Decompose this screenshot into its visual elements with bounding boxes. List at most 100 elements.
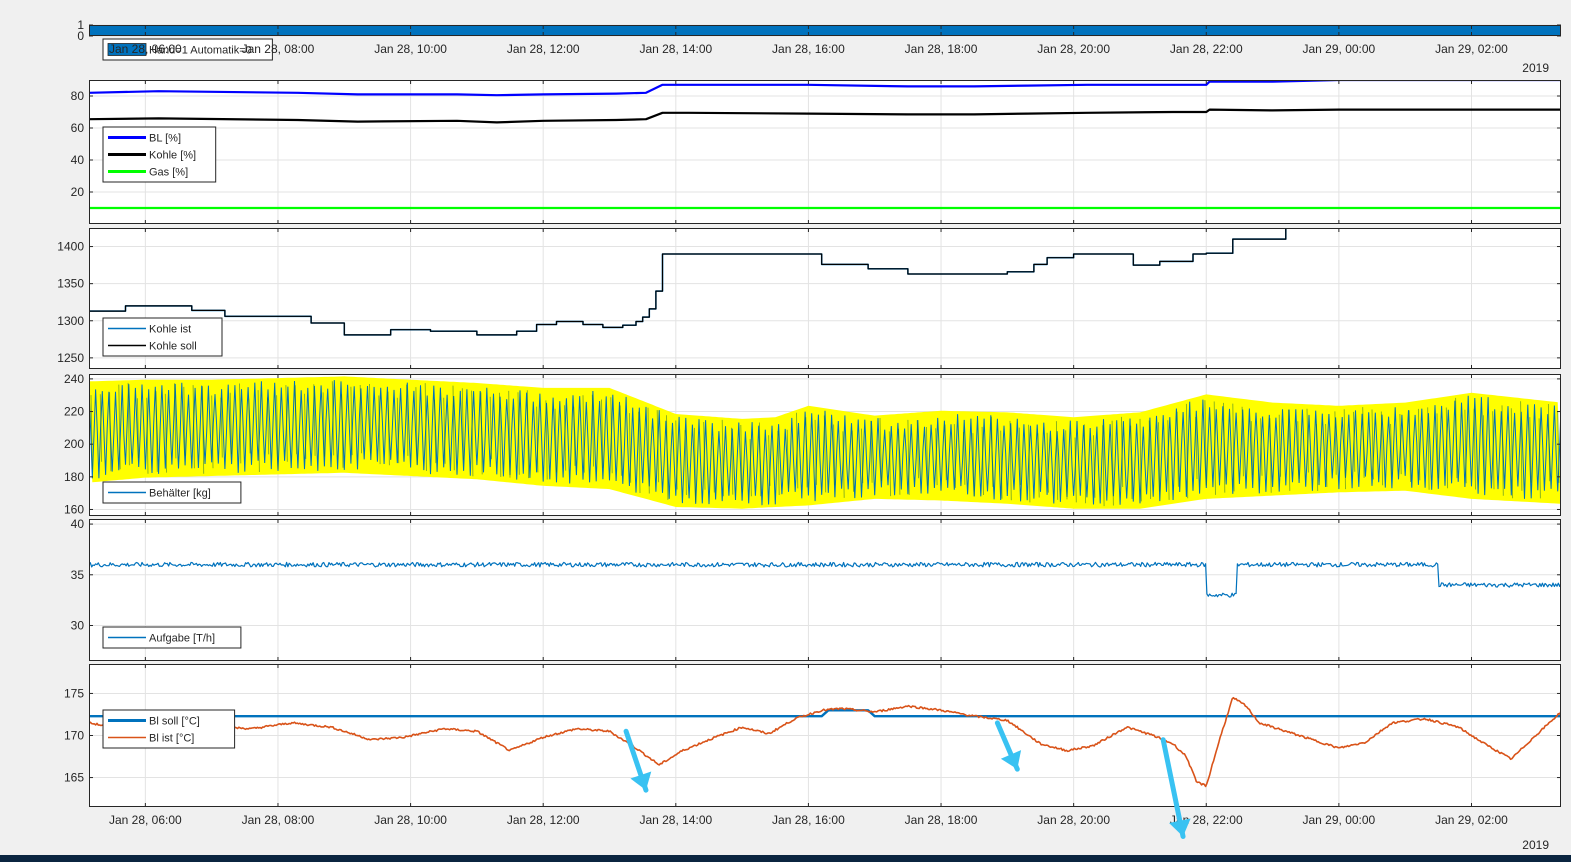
top-xtick-label-8: Jan 28, 22:00 [1170,42,1243,56]
panel-feed-legend-box [102,626,242,649]
top-xtick-label-9: Jan 29, 00:00 [1303,42,1376,56]
panel-coal-series-1 [89,228,1313,336]
panel-load-grid [89,80,1561,224]
panel-bin-series-0 [89,380,1561,506]
panel-temperature-ytick-label-1: 170 [64,729,84,743]
bottom-xtick-label-6: Jan 28, 18:00 [905,813,978,827]
bottom-xtick-label-10: Jan 29, 02:00 [1435,813,1508,827]
panel-load-series-1 [89,108,1561,124]
panel-mode-ytick-label-1: 1 [77,18,84,32]
year-label-bottom: 2019 [1522,838,1549,852]
panel-mode-legend-swatch-0 [107,43,147,56]
panel-load-legend-label-2: Gas [%] [149,167,188,179]
panel-bin-series-0-dense [90,381,1560,507]
panel-coal-ytick-label-1: 1300 [57,314,84,328]
panel-load-legend-label-1: Kohle [%] [149,150,196,162]
panel-coal-grid [89,228,1561,369]
panel-feed-series-0 [89,561,1561,598]
annotation-arrow-3 [1160,737,1191,839]
panel-bin-legend-label-0: Behälter [kg] [149,488,211,500]
panel-bin-legend-box [102,481,242,504]
panel-temperature: 165 170 175 Bl soll [°C] Bl ist [°C] [64,664,1561,807]
panel-feed-frame [89,519,1561,661]
panel-feed-ytick-label-1: 35 [71,568,85,582]
panel-load-series-0 [89,80,1561,97]
top-xtick-label-4: Jan 28, 14:00 [639,42,712,56]
annotations [623,720,1191,839]
panel-load-legend-label-0: BL [%] [149,133,181,145]
panels: 01 Hand=1 Automatik=0 20 40 60 80 BL [%] Kohle … [57,18,1561,827]
panel-temperature-legend-box [102,709,236,749]
panel-mode-frame [89,25,1561,36]
panel-mode: 01 Hand=1 Automatik=0 [77,18,1561,61]
panel-temperature-data [89,696,1561,788]
panel-feed: 30 35 40 Aufgabe [T/h] [71,517,1561,661]
panel-mode-legend-label-0: Hand=1 Automatik=0 [149,45,252,57]
panel-load-ytick-label-0: 20 [71,185,85,199]
panel-temperature-series-1 [89,696,1561,788]
panel-feed-legend-label-0: Aufgabe [T/h] [149,633,215,645]
panel-load-data [89,80,1561,210]
panel-load-legend: BL [%] Kohle [%] Gas [%] [102,126,217,183]
panel-coal-legend-label-0: Kohle ist [149,324,191,336]
panel-feed-plot-area [89,519,1561,661]
panel-bin-data [89,376,1561,509]
panel-load-ytick-label-2: 60 [71,121,85,135]
panel-feed-ytick-label-2: 40 [71,517,85,531]
panel-mode-series-0 [89,25,1561,36]
annotation-arrow-1 [623,728,652,793]
panel-bin-ytick-label-3: 220 [64,405,84,419]
panel-coal-legend: Kohle ist Kohle soll [102,317,223,357]
panel-temperature-legend: Bl soll [°C] Bl ist [°C] [102,709,236,749]
bottom-xtick-label-9: Jan 29, 00:00 [1303,813,1376,827]
panel-load: 20 40 60 80 BL [%] Kohle [%] Gas [%] [71,80,1561,224]
annotation-arrow-2 [994,720,1022,772]
panel-load-ytick-label-3: 80 [71,89,85,103]
top-xtick-label-7: Jan 28, 20:00 [1037,42,1110,56]
panel-mode-ytick-label-0: 0 [77,29,84,43]
bottom-xtick-label-3: Jan 28, 12:00 [507,813,580,827]
top-xtick-label-2: Jan 28, 10:00 [374,42,447,56]
bottom-xtick-label-4: Jan 28, 14:00 [639,813,712,827]
panel-coal-ytick-label-0: 1250 [57,351,84,365]
panel-temperature-legend-label-0: Bl soll [°C] [149,716,200,728]
panel-coal-ytick-label-2: 1350 [57,277,84,291]
panel-temperature-ytick-label-0: 165 [64,771,84,785]
panel-coal-legend-box [102,317,223,357]
panel-mode-data [89,25,1561,36]
panel-coal-ytick-label-3: 1400 [57,240,84,254]
panel-bin-frame [89,374,1561,516]
year-label-top: 2019 [1522,61,1549,75]
panel-mode-legend: Hand=1 Automatik=0 [102,38,273,61]
panel-bin-ytick-label-2: 200 [64,437,84,451]
bottom-xtick-label-2: Jan 28, 10:00 [374,813,447,827]
panel-bin-ytick-label-0: 160 [64,502,84,516]
bottom-xtick-label-5: Jan 28, 16:00 [772,813,845,827]
panel-coal-data [89,228,1313,336]
top-xtick-label-10: Jan 29, 02:00 [1435,42,1508,56]
panel-feed-legend: Aufgabe [T/h] [102,626,242,649]
panel-bin-ytick-label-1: 180 [64,470,84,484]
panel-coal-plot-area [89,228,1561,369]
bottom-border-strip [0,855,1571,862]
panel-feed-ytick-label-0: 30 [71,619,85,633]
panel-load-plot-area [89,80,1561,224]
bottom-xtick-label-7: Jan 28, 20:00 [1037,813,1110,827]
top-xtick-label-5: Jan 28, 16:00 [772,42,845,56]
panel-coal-frame [89,228,1561,369]
panel-temperature-ytick-label-2: 175 [64,686,84,700]
bottom-xtick-label-1: Jan 28, 08:00 [242,813,315,827]
panel-coal-legend-label-1: Kohle soll [149,341,197,353]
panel-load-frame [89,80,1561,224]
top-xtick-label-6: Jan 28, 18:00 [905,42,978,56]
bottom-xtick-label-0: Jan 28, 06:00 [109,813,182,827]
top-xtick-label-0: Jan 28, 06:00 [109,42,182,56]
panel-bin-legend: Behälter [kg] [102,481,242,504]
top-xtick-label-3: Jan 28, 12:00 [507,42,580,56]
panel-load-ytick-label-1: 40 [71,153,85,167]
panel-bin: 160 180 200 220 240 Behälter [kg] [64,372,1561,516]
panel-feed-data [89,561,1561,598]
panel-coal: 1250 1300 1350 1400 Kohle ist Kohle soll [57,228,1561,369]
panel-bin-ytick-label-4: 240 [64,372,84,386]
